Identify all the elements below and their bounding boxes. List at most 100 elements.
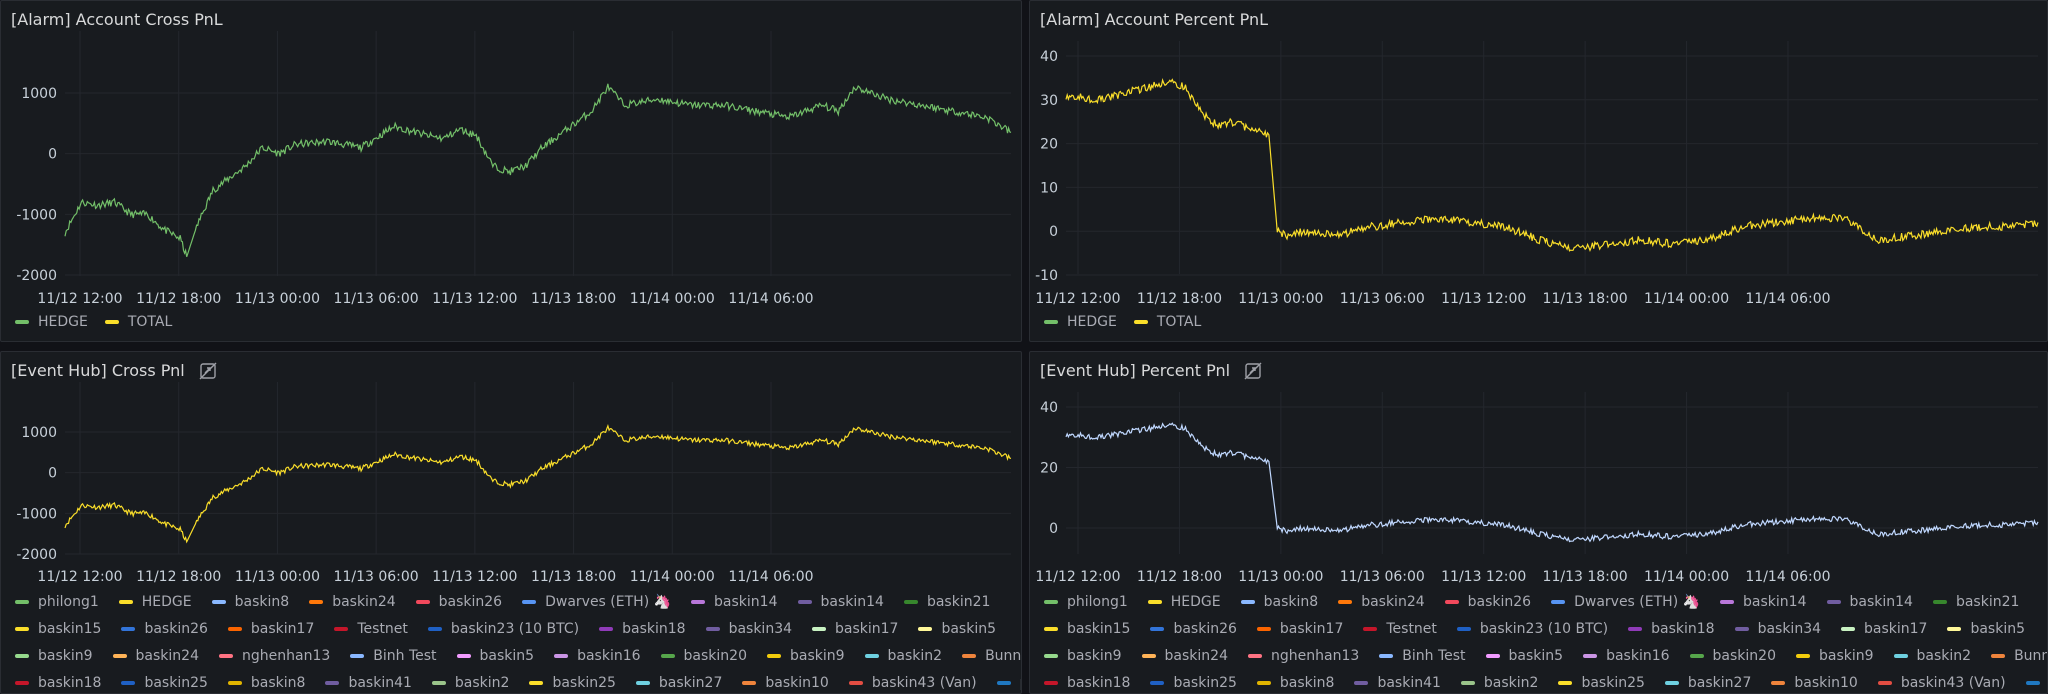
legend-item[interactable]: TOTAL xyxy=(104,314,172,330)
legend-swatch xyxy=(599,627,614,631)
panel-title[interactable]: [Alarm] Account Percent PnL xyxy=(1040,10,1269,29)
legend-item[interactable]: baskin24 xyxy=(309,594,396,610)
legend-item[interactable]: baskin18 xyxy=(599,621,686,637)
legend-item[interactable]: Dwarves (ETH) 🦄 xyxy=(522,594,671,610)
legend-item[interactable]: baskin9 xyxy=(15,648,93,664)
legend-item[interactable]: baskin18 xyxy=(1044,675,1130,691)
legend-label: baskin27 xyxy=(1687,675,1752,691)
legend-item[interactable]: baskin26 xyxy=(415,594,502,610)
legend-item[interactable]: baskin23 (10 BTC) xyxy=(427,621,579,637)
legend-item[interactable]: baskin14 xyxy=(797,594,884,610)
panel-title[interactable]: [Event Hub] Percent Pnl xyxy=(1040,361,1262,380)
legend-item[interactable]: baskin25 xyxy=(121,675,208,691)
link-off-icon[interactable] xyxy=(199,362,217,380)
legend-item[interactable]: baskin2 xyxy=(431,675,509,691)
legend-item[interactable]: baskin27 xyxy=(1664,675,1752,691)
legend-item[interactable]: baskin5 xyxy=(1485,648,1563,664)
link-off-icon[interactable] xyxy=(1244,362,1262,380)
legend-item[interactable]: baskin17 xyxy=(1256,621,1343,637)
panel-title[interactable]: [Event Hub] Cross Pnl xyxy=(11,361,217,380)
y-tick-label: 0 xyxy=(48,147,57,163)
legend-item[interactable]: baskin25 xyxy=(1558,675,1645,691)
legend-item[interactable]: baskin17 xyxy=(812,621,898,637)
legend-item[interactable]: baskin25 xyxy=(529,675,616,691)
legend-item[interactable]: baskin14 xyxy=(1720,594,1807,610)
x-tick-label: 11/13 00:00 xyxy=(235,569,320,585)
legend-item[interactable]: baskin17 xyxy=(227,621,314,637)
legend-item[interactable]: baskin18 xyxy=(1628,621,1715,637)
legend-item[interactable]: baskin14 xyxy=(1826,594,1913,610)
legend-item[interactable]: HEDGE xyxy=(1044,314,1117,330)
legend-item[interactable]: baskin23 (10 BTC) xyxy=(1456,621,1608,637)
legend-label: baskin17 xyxy=(835,621,899,637)
legend-item[interactable]: baskin5 xyxy=(456,648,534,664)
legend-item[interactable]: baskin9 xyxy=(1795,648,1874,664)
legend-item[interactable]: philong1 xyxy=(15,594,99,610)
legend-item[interactable]: Testnet xyxy=(334,621,408,637)
legend-item[interactable]: baskin2 xyxy=(1460,675,1538,691)
legend-item[interactable]: HEDGE xyxy=(1147,594,1221,610)
legend-swatch xyxy=(1141,654,1156,658)
legend-item[interactable]: baskin27 xyxy=(635,675,722,691)
legend-item[interactable]: baskin9 xyxy=(1044,648,1122,664)
legend-item[interactable]: philong2 xyxy=(996,675,1021,691)
legend-item[interactable]: Binh Test xyxy=(350,648,437,664)
legend-item[interactable]: baskin20 xyxy=(1689,648,1776,664)
legend-item[interactable]: baskin8 xyxy=(1256,675,1334,691)
legend-item[interactable]: baskin10 xyxy=(1771,675,1858,691)
legend-label: baskin24 xyxy=(1164,648,1228,664)
legend-item[interactable]: Dwarves (ETH) 🦄 xyxy=(1551,594,1700,610)
x-tick-label: 11/14 06:00 xyxy=(728,569,813,585)
legend-item[interactable]: baskin41 xyxy=(325,675,412,691)
legend-item[interactable]: philong1 xyxy=(1044,594,1128,610)
legend-item[interactable]: baskin34 xyxy=(705,621,792,637)
legend-item[interactable]: baskin26 xyxy=(1150,621,1237,637)
legend-item[interactable]: baskin10 xyxy=(742,675,829,691)
legend-item[interactable]: HEDGE xyxy=(118,594,192,610)
legend-item[interactable]: baskin26 xyxy=(121,621,208,637)
legend-item[interactable]: Binh Test xyxy=(1379,648,1466,664)
legend-item[interactable]: baskin17 xyxy=(1841,621,1927,637)
legend-item[interactable]: baskin16 xyxy=(1583,648,1670,664)
panel-title[interactable]: [Alarm] Account Cross PnL xyxy=(11,10,223,29)
legend-item[interactable]: baskin8 xyxy=(227,675,305,691)
legend-item[interactable]: baskin21 xyxy=(1932,594,2019,610)
legend-item[interactable]: Bunny 🐰 xyxy=(1991,648,2047,664)
legend-item[interactable]: nghenhan13 xyxy=(219,648,330,664)
legend-item[interactable]: baskin20 xyxy=(660,648,747,664)
legend-item[interactable]: baskin8 xyxy=(211,594,289,610)
legend-item[interactable]: baskin21 xyxy=(903,594,990,610)
legend-item[interactable]: baskin16 xyxy=(554,648,641,664)
legend-swatch xyxy=(1150,627,1165,631)
legend-item[interactable]: Testnet xyxy=(1363,621,1437,637)
legend-item[interactable]: baskin41 xyxy=(1354,675,1441,691)
legend-item[interactable]: HEDGE xyxy=(15,314,88,330)
legend-item[interactable]: baskin24 xyxy=(1338,594,1425,610)
legend-swatch xyxy=(227,627,242,631)
legend-item[interactable]: baskin43 (Van) xyxy=(1877,675,2006,691)
legend-item[interactable]: baskin18 xyxy=(15,675,101,691)
legend-item[interactable]: baskin9 xyxy=(766,648,845,664)
x-tick-label: 11/14 06:00 xyxy=(728,291,813,307)
legend-item[interactable]: baskin15 xyxy=(15,621,101,637)
legend-item[interactable]: baskin8 xyxy=(1240,594,1318,610)
legend-item[interactable]: baskin24 xyxy=(112,648,199,664)
legend-item[interactable]: nghenhan13 xyxy=(1248,648,1359,664)
legend-swatch xyxy=(1558,681,1573,685)
legend-item[interactable]: baskin15 xyxy=(1044,621,1130,637)
legend-label: Testnet xyxy=(357,621,408,637)
legend-item[interactable]: baskin26 xyxy=(1444,594,1531,610)
legend-swatch xyxy=(121,627,136,631)
legend-item[interactable]: philong2 xyxy=(2025,675,2047,691)
legend-item[interactable]: baskin14 xyxy=(691,594,778,610)
legend-item[interactable]: baskin43 (Van) xyxy=(848,675,977,691)
legend-item[interactable]: baskin5 xyxy=(918,621,996,637)
legend-item[interactable]: baskin5 xyxy=(1947,621,2025,637)
legend-item[interactable]: baskin2 xyxy=(1893,648,1971,664)
legend-item[interactable]: Bunny 🐰 xyxy=(962,648,1021,664)
legend-item[interactable]: baskin25 xyxy=(1150,675,1237,691)
legend-item[interactable]: TOTAL xyxy=(1133,314,1201,330)
legend-item[interactable]: baskin24 xyxy=(1141,648,1228,664)
legend-item[interactable]: baskin2 xyxy=(864,648,942,664)
legend-item[interactable]: baskin34 xyxy=(1734,621,1821,637)
